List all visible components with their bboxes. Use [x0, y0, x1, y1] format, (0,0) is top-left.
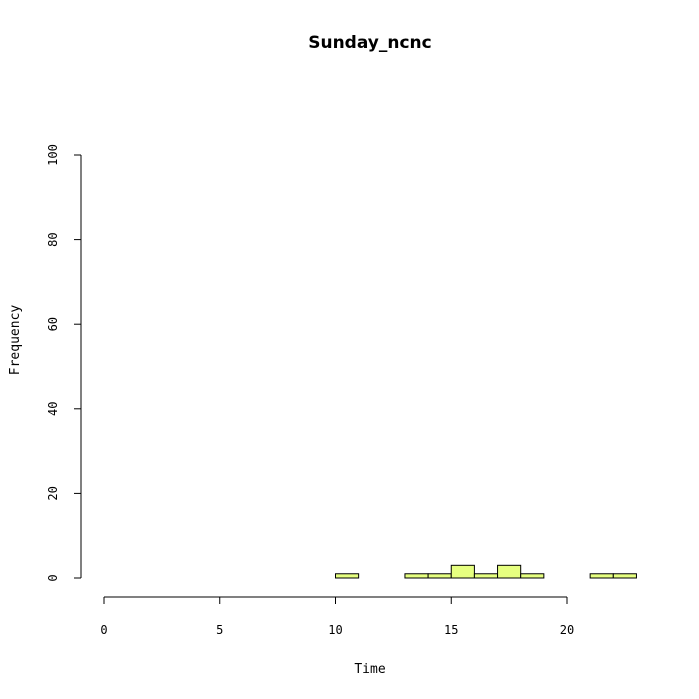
histogram-bar: [589, 573, 614, 579]
histogram-bar: [427, 573, 452, 579]
histogram-bar: [497, 564, 522, 579]
histogram-bar: [450, 564, 475, 579]
y-tick-label: 40: [46, 402, 60, 416]
x-tick-label: 15: [444, 623, 458, 637]
histogram-bar: [473, 573, 499, 579]
x-tick-label: 0: [100, 623, 107, 637]
y-tick-label: 20: [46, 486, 60, 500]
y-tick-label: 0: [46, 574, 60, 581]
histogram-bar: [612, 573, 637, 579]
y-tick-label: 60: [46, 317, 60, 331]
bars-group: [335, 564, 637, 579]
y-axis: 0 20 40 60 80 100: [46, 144, 82, 582]
x-tick-label: 20: [560, 623, 574, 637]
x-tick-label: 10: [328, 623, 342, 637]
chart-title: Sunday_ncnc: [308, 33, 432, 53]
y-tick-label: 100: [46, 144, 60, 166]
y-axis-label: Frequency: [8, 305, 23, 376]
x-axis: 0 5 10 15 20: [100, 596, 574, 637]
histogram-bar: [520, 573, 545, 579]
histogram-bar: [404, 573, 429, 579]
x-tick-label: 5: [216, 623, 223, 637]
histogram-bar: [335, 573, 360, 579]
y-tick-label: 80: [46, 232, 60, 246]
x-axis-label: Time: [354, 662, 385, 677]
